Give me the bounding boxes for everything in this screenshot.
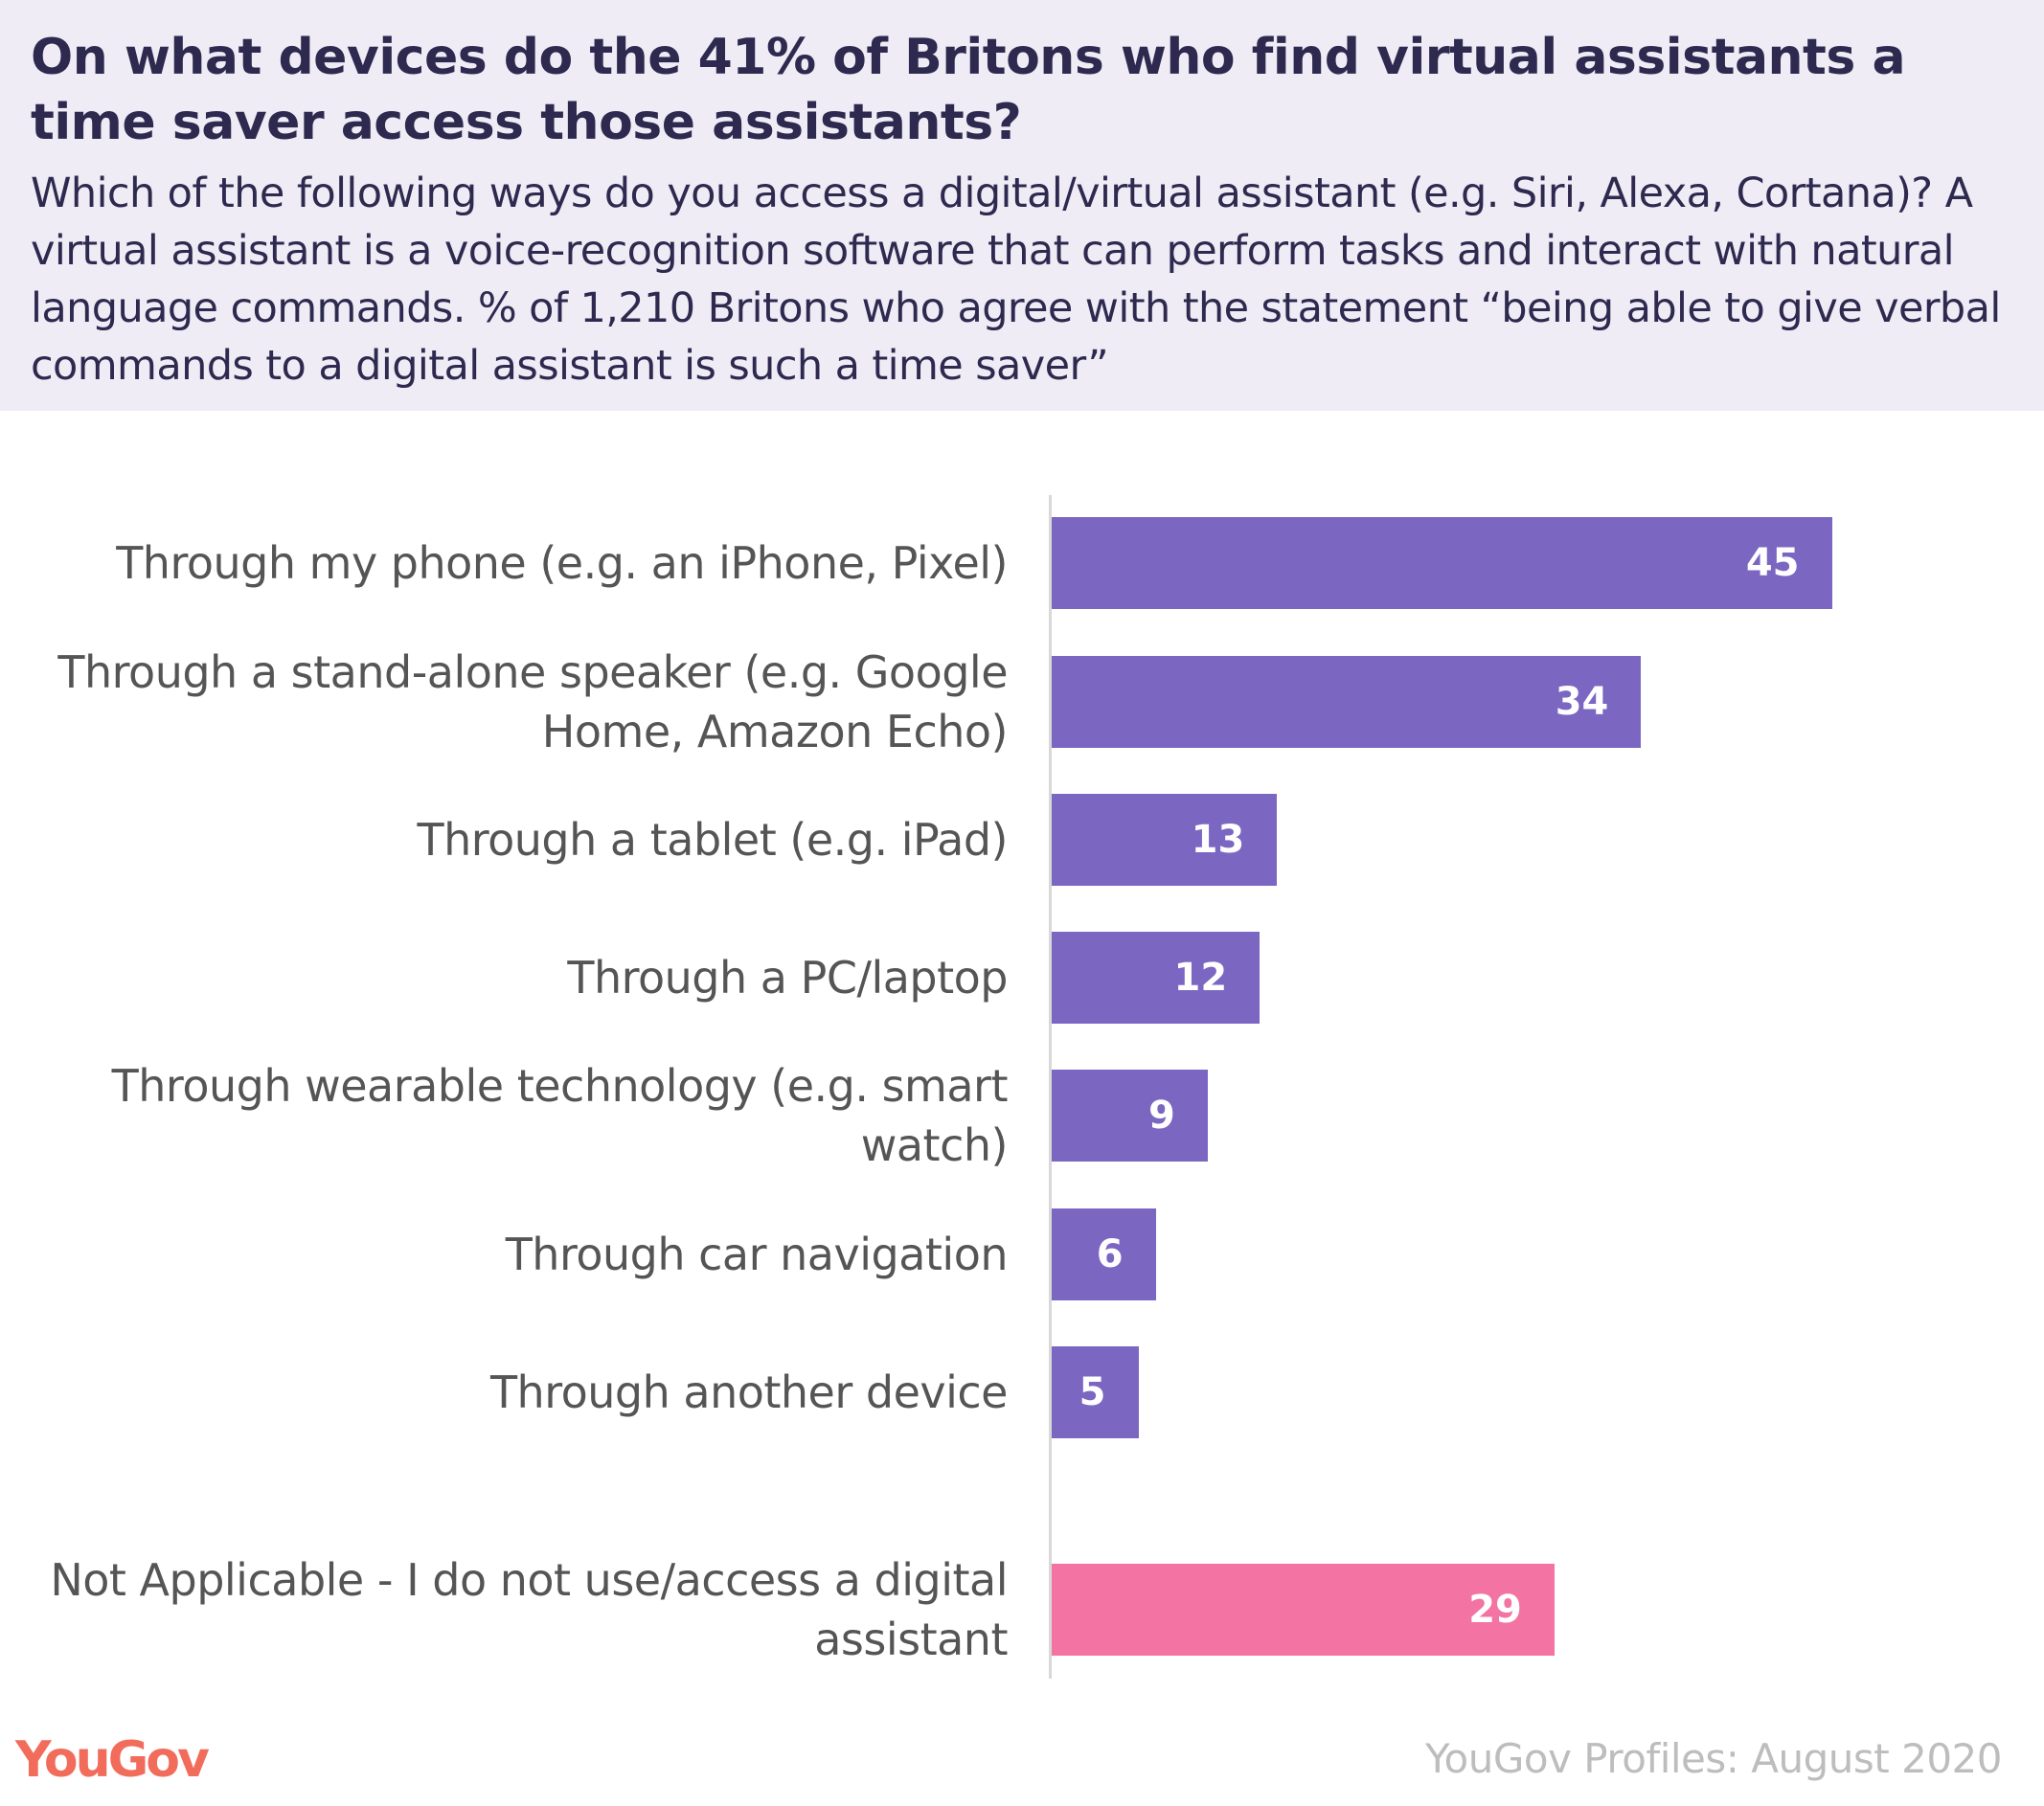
data-label: 12 xyxy=(1173,956,1228,1000)
category-label: Through my phone (e.g. an iPhone, Pixel) xyxy=(50,498,1008,628)
bar xyxy=(1052,517,1832,609)
chart-title: On what devices do the 41% of Britons wh… xyxy=(31,29,1906,151)
category-label: Not Applicable - I do not use/access a d… xyxy=(50,1545,1008,1675)
category-label-text: Through a tablet (e.g. iPad) xyxy=(417,814,1008,866)
data-label: 45 xyxy=(1745,541,1800,585)
category-label-text: Through car navigation xyxy=(505,1229,1009,1280)
category-label-text: Through a PC/laptop xyxy=(567,952,1008,1004)
data-label: 29 xyxy=(1468,1588,1522,1632)
category-label-text: Through another device xyxy=(489,1366,1009,1418)
category-label-text: Through wearable technology (e.g. smart … xyxy=(111,1060,1009,1171)
bar xyxy=(1052,1564,1555,1656)
yougov-logo: YouGov xyxy=(15,1731,210,1789)
category-label-text: Not Applicable - I do not use/access a d… xyxy=(50,1554,1008,1665)
category-label-text: Through my phone (e.g. an iPhone, Pixel) xyxy=(116,537,1008,589)
y-axis-line xyxy=(1049,495,1052,1679)
category-label: Through wearable technology (e.g. smart … xyxy=(50,1050,1009,1181)
header: On what devices do the 41% of Britons wh… xyxy=(0,0,2044,411)
category-label: Through a tablet (e.g. iPad) xyxy=(50,775,1008,905)
data-label: 6 xyxy=(1096,1232,1124,1276)
bar xyxy=(1052,1346,1139,1438)
category-label: Through another device xyxy=(50,1327,1009,1457)
source-note: YouGov Profiles: August 2020 xyxy=(1424,1735,2003,1782)
category-label: Through car navigation xyxy=(50,1189,1009,1320)
bar xyxy=(1052,794,1278,886)
bar xyxy=(1052,1208,1156,1300)
bar xyxy=(1052,1070,1208,1162)
category-label-text: Through a stand-alone speaker (e.g. Goog… xyxy=(57,646,1008,757)
chart-subtitle: Which of the following ways do you acces… xyxy=(31,169,2001,390)
category-label: Through a PC/laptop xyxy=(50,913,1008,1043)
data-label: 5 xyxy=(1079,1370,1106,1414)
category-label: Through a stand-alone speaker (e.g. Goog… xyxy=(50,637,1008,767)
data-label: 13 xyxy=(1191,818,1245,862)
bar xyxy=(1052,656,1642,748)
data-label: 34 xyxy=(1555,680,1609,724)
data-label: 9 xyxy=(1148,1094,1175,1138)
bar xyxy=(1052,932,1260,1024)
